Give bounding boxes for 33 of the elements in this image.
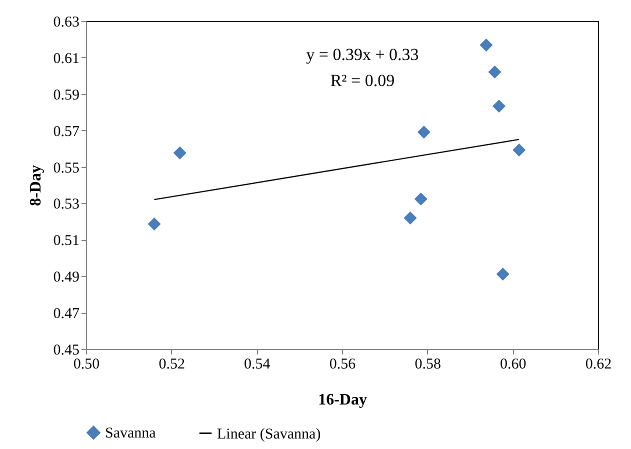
point — [417, 126, 430, 139]
legend-label: Savanna — [105, 426, 156, 442]
x-tick-label: 0.56 — [329, 356, 356, 372]
point — [488, 66, 502, 79]
point — [414, 192, 428, 206]
x-axis-title: 16-Day — [318, 392, 367, 408]
x-tick-label: 0.54 — [244, 356, 271, 372]
x-tick-label: 0.62 — [585, 356, 612, 372]
y-tick-label: 0.49 — [53, 270, 80, 286]
y-tick-label: 0.63 — [53, 14, 80, 30]
legend-label: Linear (Savanna) — [217, 426, 321, 442]
y-tick-label: 0.57 — [53, 124, 80, 140]
y-tick-label: 0.47 — [53, 306, 80, 322]
point — [173, 146, 186, 160]
point — [512, 143, 526, 157]
y-tick-label: 0.45 — [53, 342, 80, 358]
y-tick-label: 0.55 — [53, 160, 80, 176]
annotation: y = 0.39x + 0.33 — [306, 45, 419, 64]
point — [148, 217, 161, 231]
point — [492, 100, 506, 113]
point — [404, 211, 417, 224]
y-tick-label: 0.59 — [53, 87, 80, 104]
y-tick-label: 0.61 — [53, 50, 80, 67]
point — [496, 268, 510, 281]
x-tick-label: 0.58 — [414, 356, 441, 372]
x-tick-label: 0.52 — [158, 356, 185, 372]
x-tick-label: 0.60 — [500, 356, 526, 372]
point — [480, 38, 493, 52]
x-tick-label: 0.50 — [73, 356, 100, 372]
y-tick-label: 0.53 — [53, 196, 80, 213]
y-axis-title: 8-Day — [27, 165, 44, 206]
y-tick-label: 0.51 — [53, 233, 80, 250]
annotation: R² = 0.09 — [330, 71, 395, 90]
